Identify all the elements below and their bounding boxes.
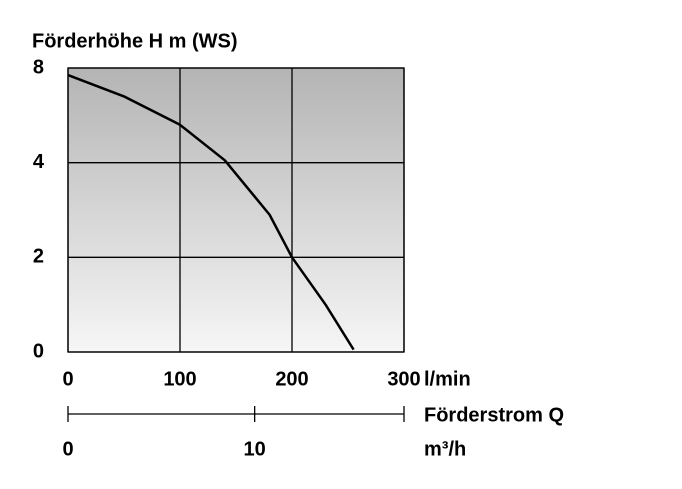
x-unit: l/min xyxy=(424,368,471,390)
x2-label: Förderstrom Q xyxy=(424,404,564,426)
x2-tick-label: 10 xyxy=(244,438,266,460)
y-tick-label: 8 xyxy=(33,56,44,78)
y-tick-label: 4 xyxy=(33,151,45,173)
x-tick-label: 300 xyxy=(387,368,420,390)
plot-border xyxy=(67,67,405,353)
plot-area xyxy=(68,68,404,352)
x-tick-label: 100 xyxy=(163,368,196,390)
curve xyxy=(67,73,355,351)
x2-unit: m³/h xyxy=(424,438,466,460)
y-tick-label: 2 xyxy=(33,246,44,268)
y-tick-label: 0 xyxy=(33,340,44,362)
x-tick-label: 200 xyxy=(275,368,308,390)
chart-title: Förderhöhe H m (WS) xyxy=(32,30,238,52)
x-tick-label: 0 xyxy=(62,368,73,390)
x2-tick-label: 0 xyxy=(62,438,73,460)
